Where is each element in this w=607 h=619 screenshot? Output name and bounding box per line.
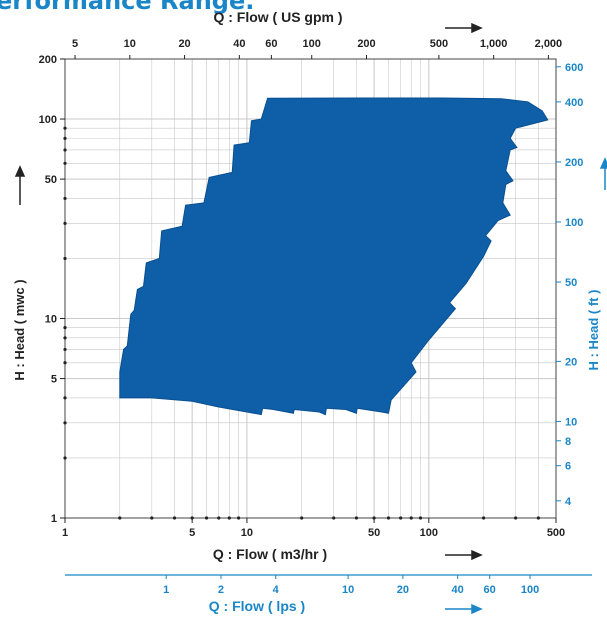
top-tick-label: 2,000	[535, 38, 563, 50]
y-axis-dot	[63, 196, 67, 201]
lps-tick-label: 40	[452, 584, 464, 596]
top-tick-label: 100	[303, 38, 321, 50]
lps-tick-label: 60	[484, 584, 496, 596]
x-axis-dot	[190, 516, 194, 520]
performance-envelope-area	[119, 97, 549, 416]
lps-tick-label: 20	[397, 584, 409, 596]
x-axis-dot	[118, 516, 122, 520]
y-tick-label: 5	[51, 374, 57, 386]
lps-tick-label: 100	[521, 584, 539, 596]
lps-tick-label: 2	[218, 584, 224, 596]
top-axis-arrow-icon	[445, 22, 483, 34]
y-axis-dot	[63, 336, 67, 340]
x-axis-dot	[399, 516, 403, 520]
right-tick-label: 8	[565, 436, 571, 448]
y-tick-label: 200	[39, 54, 57, 66]
y-axis-arrow-icon	[14, 165, 26, 205]
y-axis-dot	[63, 148, 67, 152]
top-tick-label: 1,000	[480, 38, 508, 50]
right-tick-label: 6	[565, 461, 571, 473]
lps-axis-arrow-icon	[445, 603, 483, 615]
y-axis-dot	[63, 347, 67, 352]
y-axis-dot	[63, 221, 67, 225]
x-tick-label: 50	[368, 527, 380, 539]
top-tick-label: 40	[233, 38, 245, 50]
series-layer	[119, 97, 549, 416]
right-axis-title: H : Head ( ft )	[586, 290, 601, 371]
x-axis-dot	[204, 516, 209, 520]
y-axis-dot	[63, 456, 67, 460]
x-axis-dot	[482, 516, 486, 520]
y-axis-dot	[63, 256, 67, 261]
right-tick-label: 4	[565, 496, 572, 508]
x-axis-dot	[172, 516, 177, 520]
right-tick-label: 200	[565, 157, 583, 169]
y-tick-label: 1	[51, 513, 57, 525]
x-axis-dot	[332, 516, 336, 520]
top-axis-title: Q : Flow ( US gpm )	[213, 9, 342, 25]
y-tick-label: 50	[45, 174, 57, 186]
y-tick-label: 100	[39, 114, 57, 126]
top-tick-label: 10	[124, 38, 136, 50]
y-tick-label: 10	[45, 314, 57, 326]
top-tick-label: 5	[72, 38, 78, 50]
x-axis-dot	[300, 516, 304, 520]
y-axis-dot	[63, 161, 67, 165]
y-axis-dot	[63, 326, 67, 330]
axis-layer: 1 5 10 50 100 500 Q : Flow ( m3/hr ) 1 5 10 50 100 2…	[12, 9, 607, 615]
y-axis-title: H : Head ( mwc )	[12, 279, 27, 380]
x-tick-label: 10	[241, 527, 253, 539]
x-axis-dot	[236, 516, 241, 520]
x-axis-dot	[514, 516, 518, 520]
lps-tick-label: 10	[342, 584, 354, 596]
x-axis-dot	[418, 516, 423, 520]
right-tick-label: 600	[565, 62, 583, 74]
x-tick-label: 500	[547, 527, 565, 539]
lps-tick-label: 4	[273, 584, 280, 596]
x-axis-dot	[536, 516, 540, 520]
x-axis-dot	[354, 516, 359, 520]
x-axis-dot	[372, 516, 376, 520]
x-axis-dot	[386, 516, 391, 520]
top-tick-label: 500	[430, 38, 448, 50]
x-axis-arrow-icon	[445, 549, 483, 561]
right-tick-label: 100	[565, 217, 583, 229]
right-tick-label: 50	[565, 277, 577, 289]
y-axis-dot	[63, 126, 67, 130]
x-axis-title: Q : Flow ( m3/hr )	[213, 546, 327, 562]
right-tick-label: 400	[565, 97, 583, 109]
right-tick-label: 20	[565, 356, 577, 368]
x-tick-label: 1	[62, 527, 68, 539]
right-axis-arrow-icon	[599, 157, 607, 190]
page-title: erformance Range.	[0, 0, 255, 15]
right-tick-label: 10	[565, 416, 577, 428]
y-axis-dot	[63, 361, 67, 365]
lps-tick-label: 1	[163, 584, 169, 596]
top-tick-label: 200	[357, 38, 375, 50]
x-tick-label: 5	[189, 527, 195, 539]
x-tick-label: 100	[420, 527, 438, 539]
lps-axis-title: Q : Flow ( lps )	[209, 598, 305, 614]
top-tick-label: 60	[265, 38, 277, 50]
plot-frame	[64, 58, 557, 519]
x-axis-dot	[409, 516, 413, 520]
x-axis-dot	[217, 516, 221, 520]
y-axis-dot	[63, 421, 67, 425]
y-axis-dot	[63, 136, 67, 140]
top-tick-label: 20	[178, 38, 190, 50]
x-axis-dot	[150, 516, 154, 520]
y-axis-dot	[63, 396, 67, 400]
x-axis-dot	[227, 516, 231, 520]
